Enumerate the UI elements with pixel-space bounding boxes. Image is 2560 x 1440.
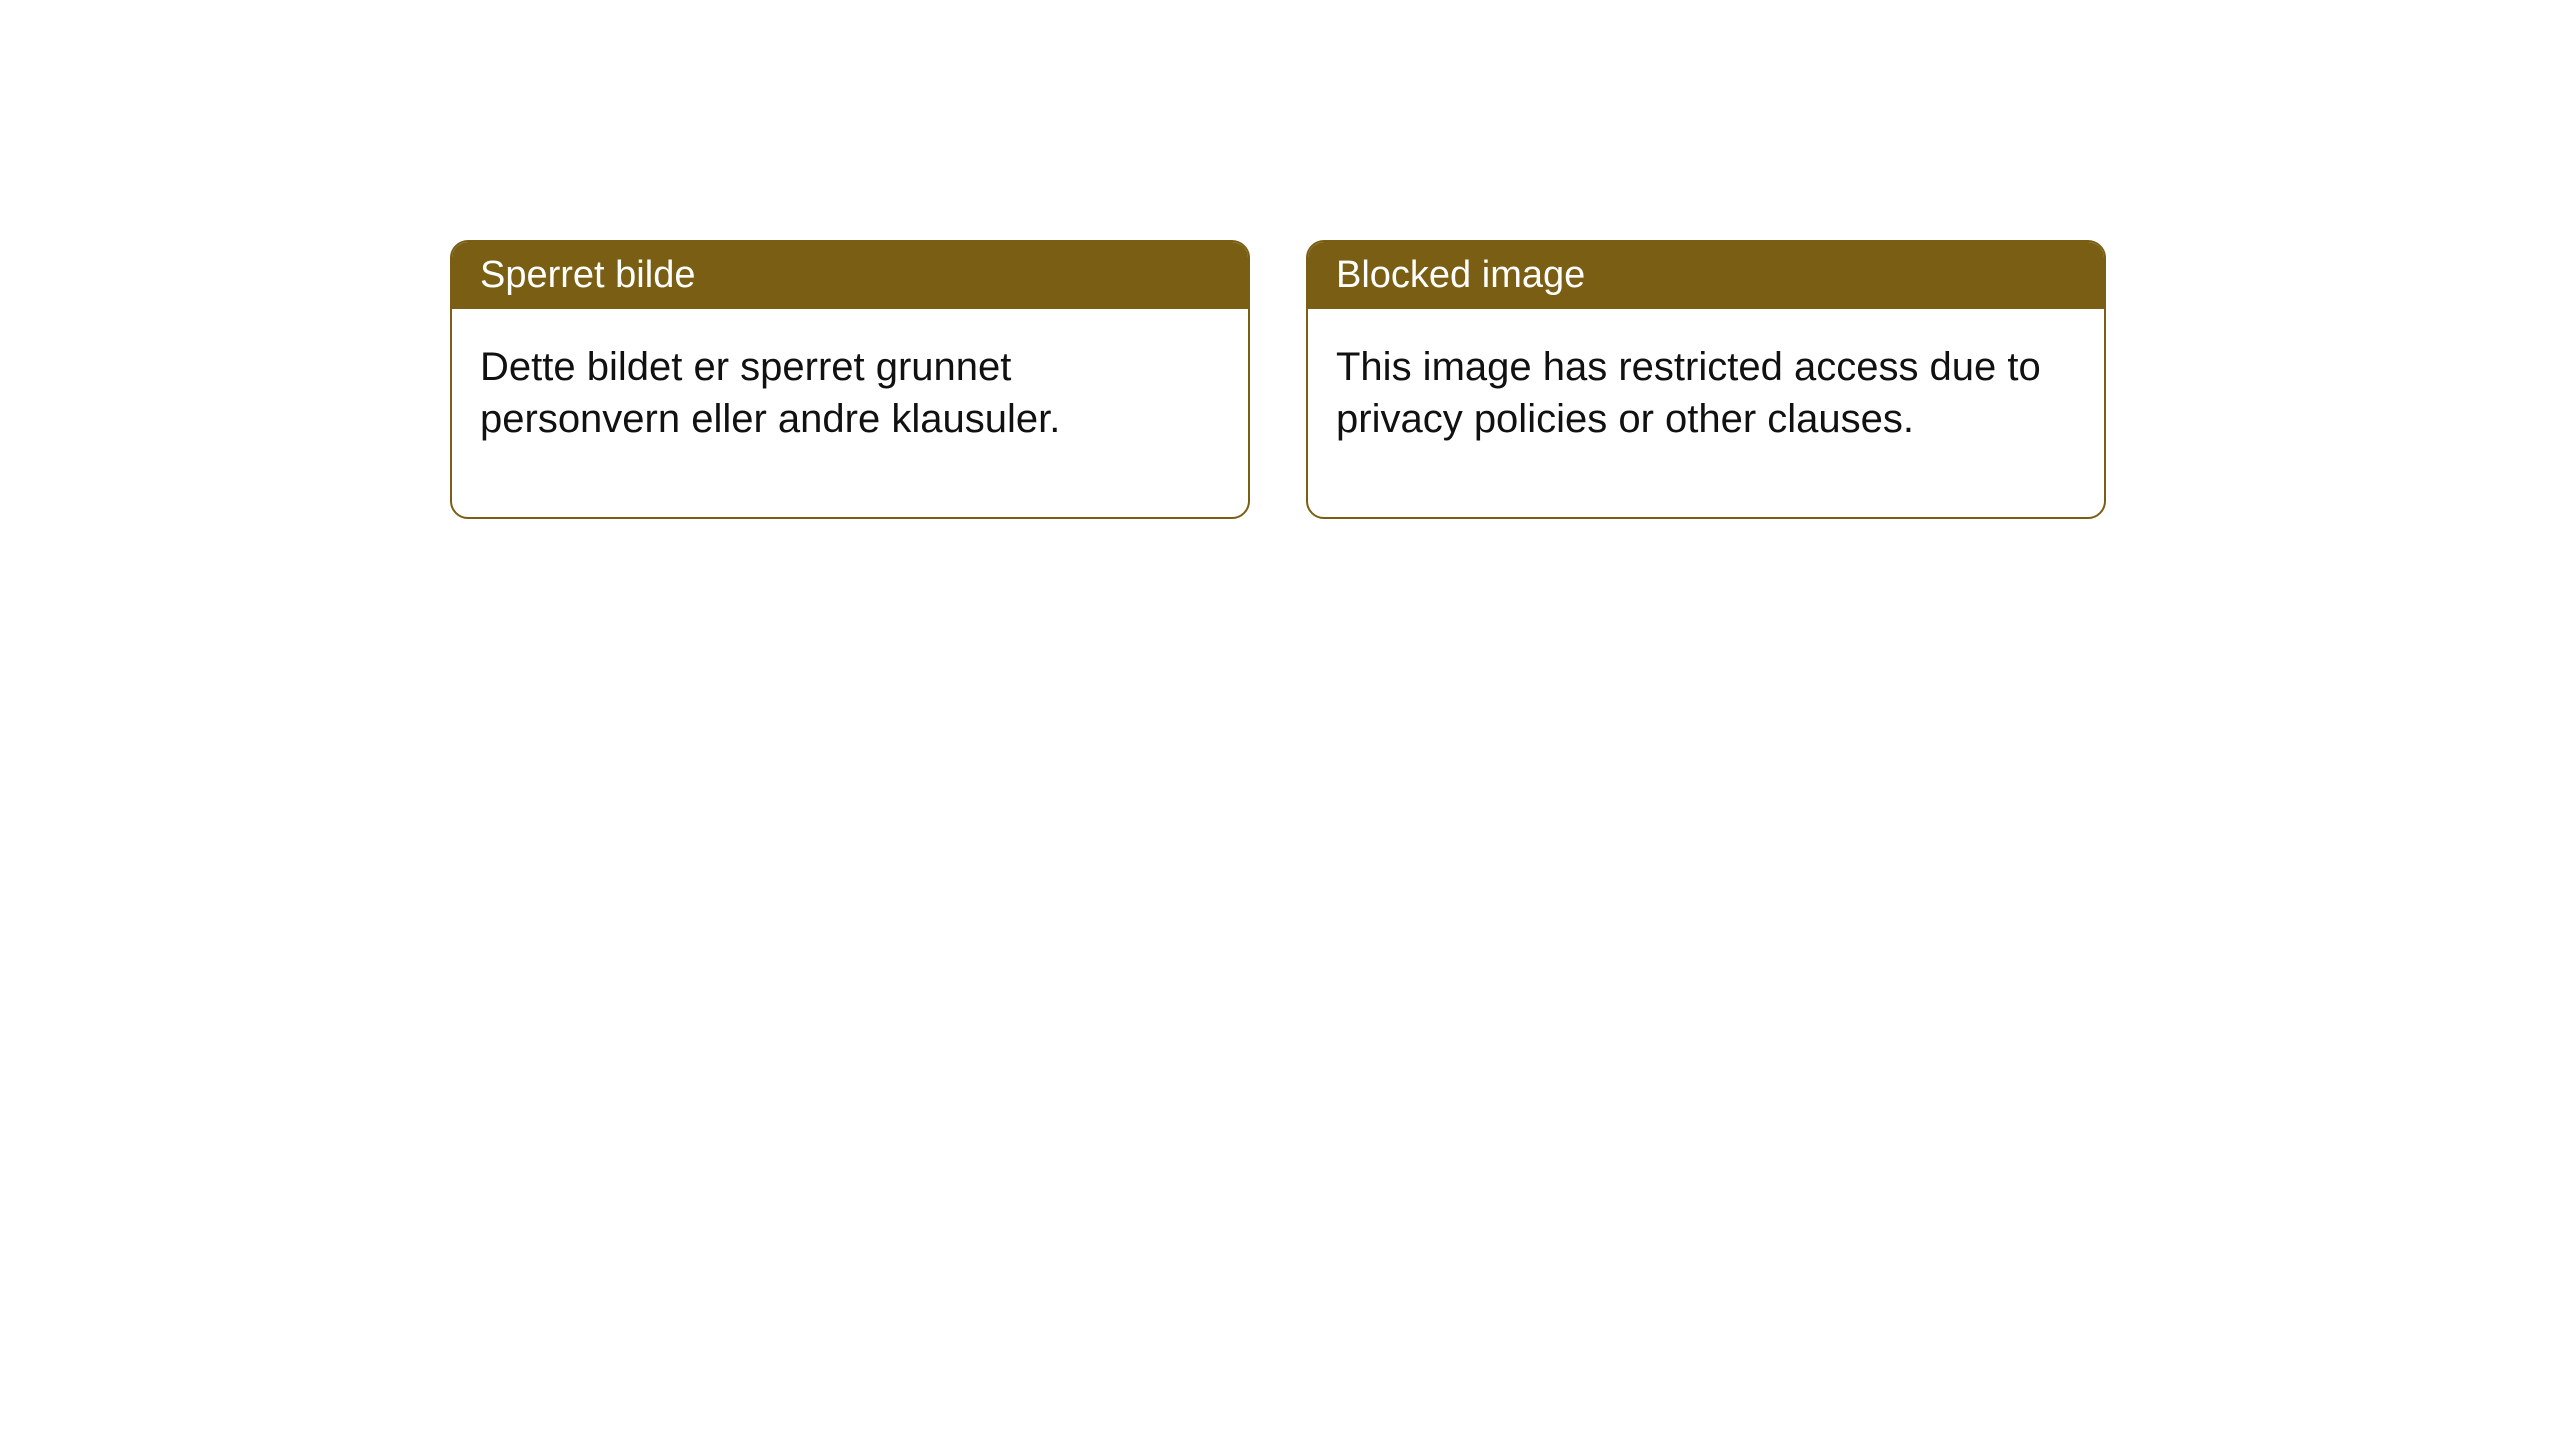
- card-english: Blocked image This image has restricted …: [1306, 240, 2106, 519]
- card-body-norwegian: Dette bildet er sperret grunnet personve…: [452, 309, 1248, 517]
- card-body-english: This image has restricted access due to …: [1308, 309, 2104, 517]
- card-header-norwegian: Sperret bilde: [452, 242, 1248, 309]
- card-header-english: Blocked image: [1308, 242, 2104, 309]
- card-title: Sperret bilde: [480, 254, 695, 296]
- card-message: This image has restricted access due to …: [1336, 345, 2041, 441]
- card-norwegian: Sperret bilde Dette bildet er sperret gr…: [450, 240, 1250, 519]
- card-message: Dette bildet er sperret grunnet personve…: [480, 345, 1060, 441]
- cards-container: Sperret bilde Dette bildet er sperret gr…: [450, 240, 2106, 519]
- card-title: Blocked image: [1336, 254, 1585, 296]
